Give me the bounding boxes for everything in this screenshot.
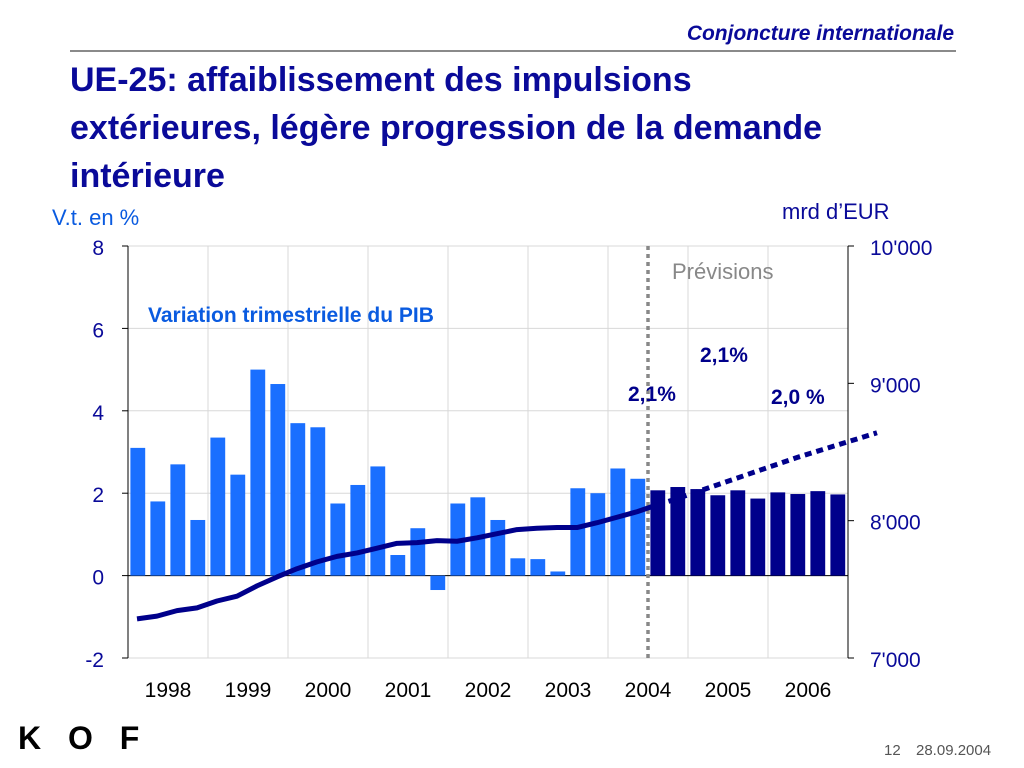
bar (630, 478, 646, 576)
bar (350, 484, 366, 576)
left-tick-label: 4 (92, 402, 104, 425)
left-tick-label: 8 (92, 237, 104, 260)
bar (650, 490, 666, 576)
year-tick-label: 1999 (225, 679, 272, 702)
chart-axes (122, 245, 854, 659)
line-actual (136, 502, 658, 622)
bar (310, 427, 326, 576)
bar (170, 464, 186, 576)
bar (690, 489, 706, 576)
tick-labels: 8 6 4 2 0 -2 10'000 9'000 8'000 7'000 1998 1999 2000… (85, 237, 932, 702)
header-divider (70, 50, 956, 52)
bar (570, 488, 586, 576)
left-tick-label: 6 (92, 319, 104, 342)
right-axis-label: mrd d’EUR (782, 199, 890, 224)
growth-annotation-2006: 2,0 % (771, 386, 825, 409)
bar (230, 474, 246, 576)
page-number: 12 (884, 742, 901, 759)
bar (290, 423, 306, 576)
year-tick-label: 2002 (465, 679, 512, 702)
section-header: Conjoncture internationale (686, 22, 954, 45)
right-tick-label: 8'000 (870, 512, 921, 535)
right-tick-label: 7'000 (870, 649, 921, 672)
bar (330, 503, 346, 576)
bar (190, 519, 206, 576)
forecast-label: Prévisions (672, 259, 773, 284)
bar (270, 384, 286, 576)
chart-bars (130, 369, 846, 591)
year-tick-label: 2005 (705, 679, 752, 702)
bar (530, 559, 546, 576)
left-tick-label: -2 (85, 649, 104, 672)
year-tick-label: 1998 (145, 679, 192, 702)
bar (550, 571, 566, 576)
year-tick-label: 2000 (305, 679, 352, 702)
left-axis-label: V.t. en % (52, 205, 139, 230)
bar (410, 528, 426, 576)
right-tick-label: 9'000 (870, 374, 921, 397)
bar (670, 487, 686, 576)
bar (150, 501, 166, 576)
line-forecast (656, 430, 878, 508)
bar (790, 494, 806, 576)
kof-logo: K O F (18, 720, 149, 756)
bar (510, 558, 526, 576)
bar (250, 369, 266, 576)
bar (430, 575, 446, 591)
footer-date: 28.09.2004 (916, 742, 992, 759)
bar (370, 466, 386, 576)
year-tick-label: 2004 (625, 679, 672, 702)
left-tick-label: 2 (92, 484, 104, 507)
bar (130, 447, 146, 576)
bar (210, 437, 226, 576)
bar (710, 495, 726, 576)
series-label: Variation trimestrielle du PIB (148, 304, 434, 327)
year-tick-label: 2006 (785, 679, 832, 702)
right-tick-label: 10'000 (870, 237, 932, 260)
left-tick-label: 0 (92, 567, 104, 590)
bar (590, 493, 606, 576)
bar (390, 555, 406, 576)
slide-title: UE-25: affaiblissement des impulsions ex… (70, 61, 823, 195)
chart-line (136, 430, 878, 622)
bar (810, 491, 826, 576)
bar (770, 492, 786, 576)
year-tick-label: 2001 (385, 679, 432, 702)
bar (750, 498, 766, 576)
bar (830, 494, 846, 576)
growth-annotation-2005: 2,1% (700, 344, 748, 367)
bar (610, 468, 626, 576)
growth-annotation-2004: 2,1% (628, 383, 676, 406)
bar (490, 519, 506, 576)
bar (730, 490, 746, 576)
year-tick-label: 2003 (545, 679, 592, 702)
